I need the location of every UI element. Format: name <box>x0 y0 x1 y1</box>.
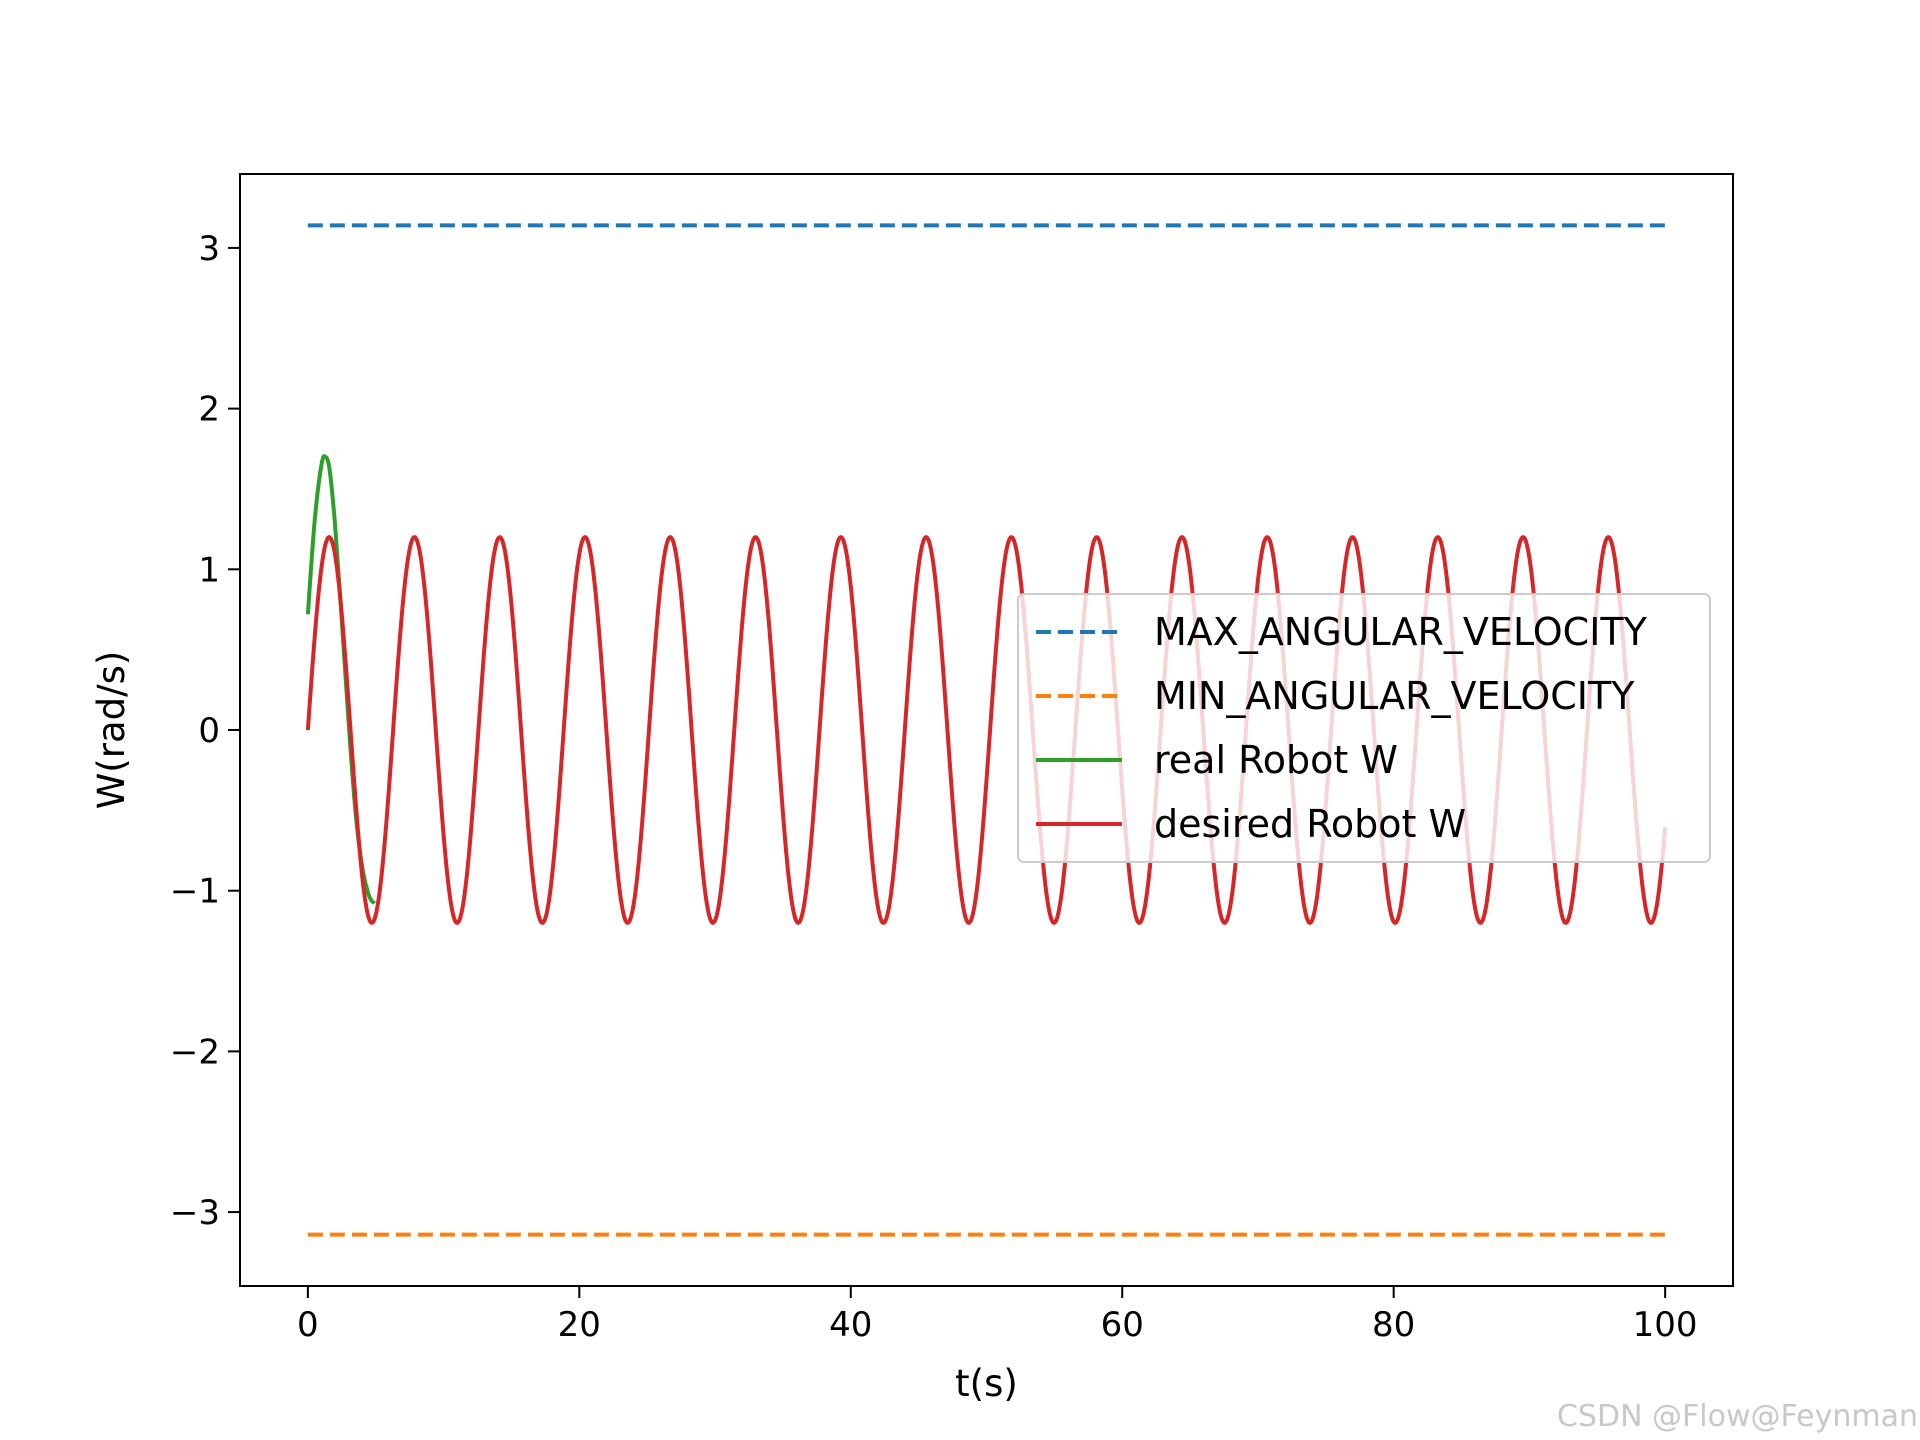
y-axis-label: W(rad/s) <box>90 651 133 810</box>
x-tick-label: 40 <box>829 1305 872 1345</box>
series-line-4 <box>305 535 1668 925</box>
legend-box <box>1017 593 1711 863</box>
legend-entry: real Robot W <box>1154 738 1398 782</box>
legend-entry: MIN_ANGULAR_VELOCITY <box>1154 674 1635 718</box>
y-tick-label: 3 <box>198 229 220 269</box>
y-tick-label: −3 <box>170 1193 220 1233</box>
y-tick-label: −2 <box>170 1032 220 1072</box>
x-axis-ticks: 0 20 40 60 80 100 <box>297 1286 1698 1345</box>
x-axis-label: t(s) <box>955 1362 1018 1405</box>
watermark: CSDN @Flow@Feynman <box>1556 1399 1918 1434</box>
x-tick-label: 80 <box>1372 1305 1415 1345</box>
y-axis-ticks: 3 2 1 0 −1 −2 −3 <box>170 229 240 1233</box>
legend-entry: MAX_ANGULAR_VELOCITY <box>1154 610 1648 654</box>
x-tick-label: 60 <box>1101 1305 1144 1345</box>
x-tick-label: 0 <box>297 1305 319 1345</box>
y-tick-label: 0 <box>198 711 220 751</box>
legend: MAX_ANGULAR_VELOCITY MIN_ANGULAR_VELOCITY… <box>1017 593 1711 863</box>
y-tick-label: 1 <box>198 550 220 590</box>
x-tick-label: 20 <box>558 1305 601 1345</box>
plot-lines <box>305 223 1668 1237</box>
x-tick-label: 100 <box>1633 1305 1698 1345</box>
y-tick-label: −1 <box>170 872 220 912</box>
y-tick-label: 2 <box>198 390 220 430</box>
legend-entry: desired Robot W <box>1154 802 1466 846</box>
